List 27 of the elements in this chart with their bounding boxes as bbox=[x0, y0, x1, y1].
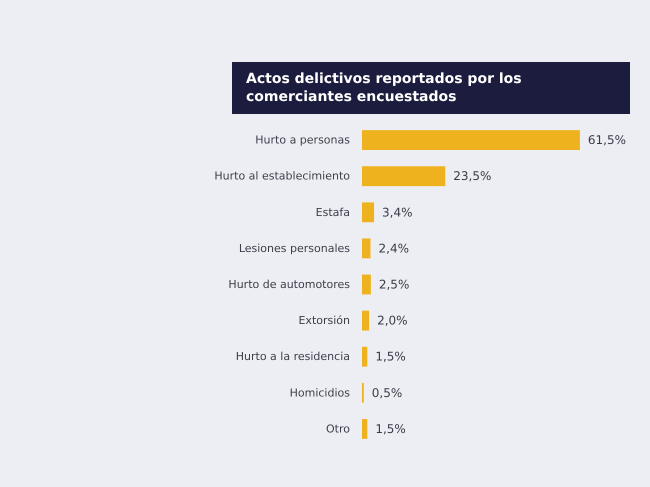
y-tick-label: Lesiones personales bbox=[238, 242, 350, 255]
bar bbox=[362, 130, 580, 150]
data-label: 1,5% bbox=[375, 422, 406, 436]
data-label: 2,5% bbox=[378, 278, 410, 292]
y-tick-label: Extorsión bbox=[298, 314, 350, 328]
data-label: 3,4% bbox=[382, 205, 413, 220]
data-label: 1,5% bbox=[375, 350, 406, 364]
bar bbox=[362, 274, 371, 294]
data-label: 0,5% bbox=[372, 386, 402, 400]
data-label: 23,5% bbox=[453, 169, 492, 184]
y-tick-label: Hurto a la residencia bbox=[236, 350, 350, 364]
y-tick-label: Hurto a personas bbox=[255, 134, 350, 147]
bar bbox=[362, 166, 446, 186]
bar bbox=[362, 346, 368, 367]
y-tick-label: Homicidios bbox=[290, 386, 350, 400]
bar bbox=[362, 310, 370, 331]
bar bbox=[362, 419, 368, 439]
data-label: 2,4% bbox=[378, 241, 410, 256]
data-label: 2,0% bbox=[377, 314, 408, 328]
bar bbox=[362, 238, 371, 258]
y-tick-label: Hurto al establecimiento bbox=[214, 170, 350, 183]
bar bbox=[362, 202, 374, 222]
y-tick-label: Hurto de automotores bbox=[228, 278, 350, 291]
chart-title: Actos delictivos reportados por los comerciantes encuestados bbox=[246, 71, 526, 105]
y-tick-label: Otro bbox=[326, 422, 350, 436]
y-tick-label: Estafa bbox=[316, 206, 350, 219]
data-label: 61,5% bbox=[588, 133, 626, 148]
